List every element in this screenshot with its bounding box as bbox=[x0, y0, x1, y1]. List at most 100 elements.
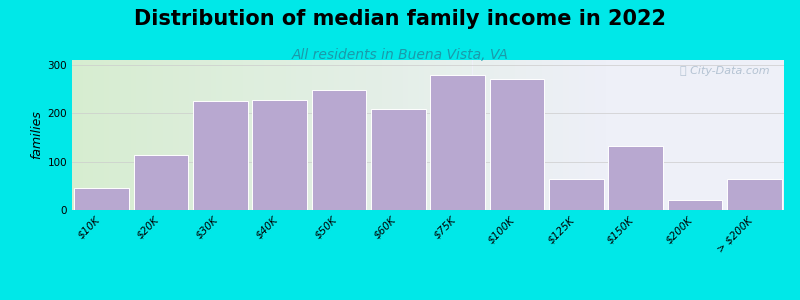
Bar bbox=[232, 60, 238, 210]
Bar bbox=[280, 60, 286, 210]
Bar bbox=[126, 60, 130, 210]
Bar bbox=[291, 60, 296, 210]
Bar bbox=[264, 60, 270, 210]
Bar bbox=[553, 60, 558, 210]
Bar bbox=[430, 60, 435, 210]
Bar bbox=[483, 60, 489, 210]
Bar bbox=[414, 60, 419, 210]
Bar bbox=[467, 60, 473, 210]
Bar bbox=[457, 60, 462, 210]
Bar bbox=[200, 60, 206, 210]
Bar bbox=[419, 60, 425, 210]
Bar bbox=[499, 60, 505, 210]
Bar bbox=[74, 188, 129, 210]
Bar bbox=[328, 60, 334, 210]
Bar bbox=[78, 60, 82, 210]
Bar bbox=[130, 60, 136, 210]
Bar bbox=[515, 60, 521, 210]
Bar bbox=[446, 60, 451, 210]
Bar bbox=[398, 60, 403, 210]
Bar bbox=[494, 60, 499, 210]
Bar bbox=[222, 60, 227, 210]
Bar bbox=[569, 60, 574, 210]
Bar bbox=[371, 60, 376, 210]
Bar bbox=[510, 60, 515, 210]
Bar bbox=[254, 60, 259, 210]
Bar bbox=[505, 60, 510, 210]
Bar bbox=[134, 155, 188, 210]
Bar bbox=[174, 60, 178, 210]
Bar bbox=[206, 60, 211, 210]
Bar bbox=[430, 76, 485, 210]
Bar bbox=[392, 60, 398, 210]
Bar bbox=[601, 60, 606, 210]
Bar bbox=[302, 60, 307, 210]
Bar bbox=[409, 60, 414, 210]
Bar bbox=[252, 100, 307, 210]
Bar bbox=[526, 60, 531, 210]
Bar bbox=[275, 60, 280, 210]
Bar bbox=[193, 101, 248, 210]
Bar bbox=[72, 60, 78, 210]
Bar bbox=[537, 60, 542, 210]
Bar bbox=[462, 60, 467, 210]
Bar bbox=[727, 178, 782, 210]
Bar bbox=[248, 60, 254, 210]
Bar bbox=[590, 60, 595, 210]
Bar bbox=[563, 60, 569, 210]
Bar bbox=[88, 60, 94, 210]
Bar bbox=[162, 60, 168, 210]
Bar bbox=[473, 60, 478, 210]
Bar bbox=[549, 178, 604, 210]
Bar bbox=[227, 60, 232, 210]
Bar bbox=[521, 60, 526, 210]
Bar bbox=[350, 60, 355, 210]
Bar bbox=[114, 60, 120, 210]
Bar bbox=[211, 60, 216, 210]
Text: Distribution of median family income in 2022: Distribution of median family income in … bbox=[134, 9, 666, 29]
Bar bbox=[158, 60, 162, 210]
Bar bbox=[435, 60, 441, 210]
Bar bbox=[94, 60, 98, 210]
Bar bbox=[542, 60, 547, 210]
Bar bbox=[382, 60, 387, 210]
Bar bbox=[574, 60, 579, 210]
Bar bbox=[585, 60, 590, 210]
Text: All residents in Buena Vista, VA: All residents in Buena Vista, VA bbox=[291, 48, 509, 62]
Bar bbox=[339, 60, 344, 210]
Bar bbox=[98, 60, 104, 210]
Bar bbox=[120, 60, 126, 210]
Text: ⓘ City-Data.com: ⓘ City-Data.com bbox=[680, 66, 770, 76]
Bar bbox=[168, 60, 174, 210]
Bar bbox=[668, 200, 722, 210]
Bar bbox=[478, 60, 483, 210]
Bar bbox=[558, 60, 563, 210]
Bar bbox=[334, 60, 339, 210]
Bar bbox=[259, 60, 264, 210]
Bar bbox=[110, 60, 114, 210]
Bar bbox=[195, 60, 200, 210]
Bar bbox=[82, 60, 88, 210]
Bar bbox=[355, 60, 360, 210]
Bar bbox=[270, 60, 275, 210]
Bar bbox=[608, 146, 663, 210]
Bar bbox=[152, 60, 158, 210]
Bar bbox=[146, 60, 152, 210]
Bar bbox=[286, 60, 291, 210]
Bar bbox=[178, 60, 184, 210]
Bar bbox=[360, 60, 366, 210]
Bar bbox=[104, 60, 110, 210]
Bar bbox=[296, 60, 302, 210]
Bar bbox=[441, 60, 446, 210]
Bar bbox=[425, 60, 430, 210]
Bar bbox=[136, 60, 142, 210]
Bar bbox=[190, 60, 195, 210]
Bar bbox=[451, 60, 457, 210]
Bar bbox=[579, 60, 585, 210]
Bar bbox=[184, 60, 190, 210]
Bar bbox=[243, 60, 248, 210]
Bar bbox=[323, 60, 328, 210]
Bar bbox=[366, 60, 371, 210]
Bar bbox=[344, 60, 350, 210]
Bar bbox=[595, 60, 601, 210]
